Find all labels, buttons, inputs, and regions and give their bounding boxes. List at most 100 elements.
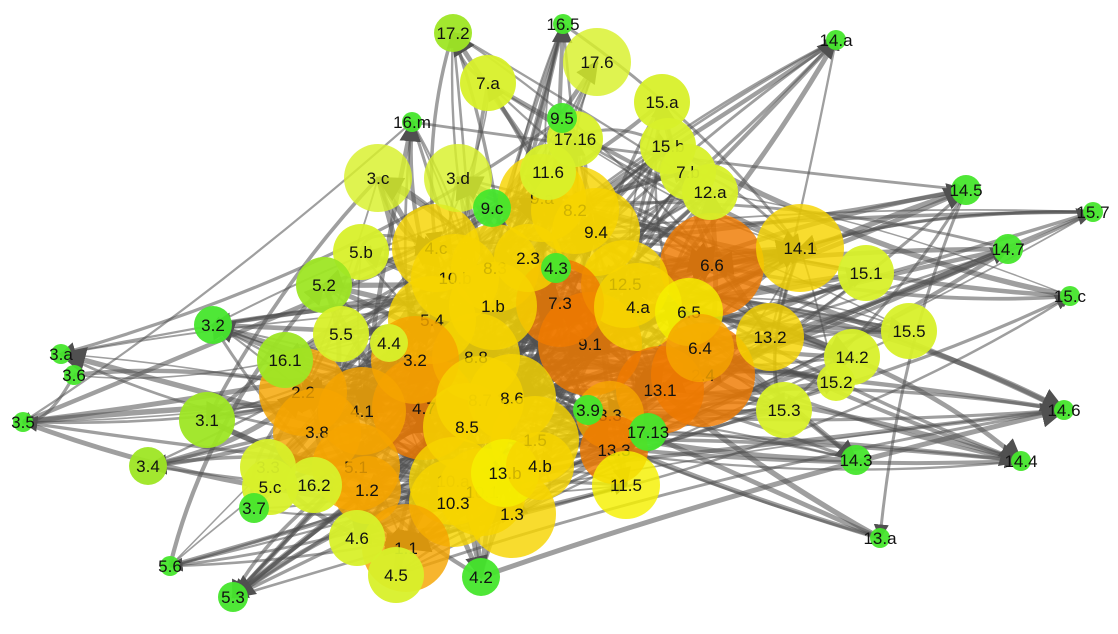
node-circle — [841, 445, 871, 475]
node-circle — [563, 28, 631, 96]
graph-node[interactable]: 14.3 — [839, 445, 873, 475]
graph-node[interactable]: 13.2 — [736, 303, 804, 371]
graph-node[interactable]: 17.13 — [627, 413, 670, 451]
graph-node[interactable]: 5.2 — [296, 257, 352, 313]
node-label: 14.4 — [1004, 452, 1037, 471]
node-circle — [296, 257, 352, 313]
graph-node[interactable]: 13.a — [863, 528, 897, 548]
graph-node[interactable]: 15.1 — [838, 245, 894, 301]
graph-node[interactable]: 9.c — [473, 189, 511, 227]
graph-node[interactable]: 5.b — [333, 224, 389, 280]
node-label: 3.c — [367, 169, 390, 188]
graph-node[interactable]: 1.2 — [333, 456, 401, 524]
node-circle — [756, 204, 844, 292]
graph-node[interactable]: 3.a — [49, 344, 73, 364]
node-circle — [506, 432, 574, 500]
node-circle — [1054, 400, 1074, 420]
graph-node[interactable]: 14.4 — [1004, 451, 1038, 471]
graph-edge — [480, 402, 1067, 580]
node-label: 4.a — [626, 298, 650, 317]
graph-node[interactable]: 3.c — [344, 144, 412, 212]
graph-node[interactable]: 14.5 — [949, 175, 983, 205]
graph-node[interactable]: 15.7 — [1076, 202, 1110, 222]
node-circle — [1060, 286, 1080, 306]
graph-node[interactable]: 15.a — [634, 74, 690, 130]
graph-node[interactable]: 15.5 — [881, 303, 937, 359]
node-label: 5.c — [259, 478, 282, 497]
graph-node[interactable]: 7.a — [460, 55, 516, 111]
graph-node[interactable]: 9.5 — [547, 103, 577, 133]
node-label: 17.13 — [627, 423, 670, 442]
node-circle — [129, 447, 167, 485]
graph-node[interactable]: 16.m — [393, 112, 431, 132]
graph-node[interactable]: 11.5 — [592, 451, 660, 519]
node-label: 13.1 — [643, 381, 676, 400]
graph-node[interactable]: 5.3 — [218, 582, 248, 612]
node-label: 9.4 — [584, 223, 608, 242]
graph-node[interactable]: 17.2 — [434, 14, 472, 52]
graph-node[interactable]: 16.5 — [546, 14, 580, 34]
graph-node[interactable]: 16.2 — [286, 457, 342, 513]
node-label: 14.5 — [949, 181, 982, 200]
graph-node[interactable]: 4.2 — [462, 558, 500, 596]
node-circle — [179, 392, 235, 448]
node-circle — [160, 556, 180, 576]
graph-node[interactable]: 4.5 — [368, 547, 424, 603]
graph-node[interactable]: 3.6 — [62, 365, 86, 385]
graph-node[interactable]: 17.6 — [563, 28, 631, 96]
node-label: 14.3 — [839, 451, 872, 470]
node-circle — [826, 30, 846, 50]
node-label: 16.1 — [268, 351, 301, 370]
node-label: 4.4 — [377, 334, 401, 353]
graph-node[interactable]: 3.4 — [129, 447, 167, 485]
node-label: 8.5 — [455, 418, 479, 437]
graph-node[interactable]: 4.6 — [329, 510, 385, 566]
node-label: 14.2 — [835, 348, 868, 367]
graph-node[interactable]: 14.7 — [991, 234, 1025, 264]
graph-node[interactable]: 14.6 — [1047, 400, 1081, 420]
node-circle — [838, 245, 894, 301]
node-circle — [370, 324, 408, 362]
graph-node[interactable]: 6.4 — [666, 314, 734, 382]
graph-node[interactable]: 15.3 — [756, 382, 812, 438]
graph-node[interactable]: 16.1 — [257, 332, 313, 388]
node-circle — [424, 144, 492, 212]
graph-node[interactable]: 4.4 — [370, 324, 408, 362]
node-label: 15.1 — [849, 264, 882, 283]
graph-node[interactable]: 11.6 — [520, 144, 576, 200]
graph-node[interactable]: 14.a — [819, 30, 853, 50]
node-circle — [329, 510, 385, 566]
node-circle — [553, 14, 573, 34]
graph-node[interactable]: 4.b — [506, 432, 574, 500]
node-circle — [573, 395, 603, 425]
node-circle — [257, 332, 313, 388]
graph-node[interactable]: 4.3 — [541, 253, 571, 283]
node-circle — [736, 303, 804, 371]
graph-node[interactable]: 12.a — [682, 164, 738, 220]
graph-node[interactable]: 15.c — [1054, 286, 1087, 306]
node-label: 14.a — [819, 31, 853, 50]
graph-node[interactable]: 15.2 — [817, 363, 855, 401]
node-circle — [1083, 202, 1103, 222]
graph-node[interactable]: 3.5 — [11, 412, 35, 432]
node-circle — [592, 451, 660, 519]
graph-edge — [709, 189, 1071, 297]
node-label: 13.a — [863, 529, 897, 548]
node-label: 14.7 — [991, 240, 1024, 259]
graph-node[interactable]: 5.5 — [313, 306, 369, 362]
graph-node[interactable]: 5.6 — [158, 556, 182, 576]
node-label: 7.a — [476, 74, 500, 93]
graph-node[interactable]: 3.7 — [239, 493, 269, 523]
node-circle — [817, 363, 855, 401]
graph-node[interactable]: 3.d — [424, 144, 492, 212]
node-label: 5.5 — [329, 325, 353, 344]
graph-node[interactable]: 3.2 — [194, 306, 232, 344]
graph-node[interactable]: 3.1 — [179, 392, 235, 448]
node-label: 4.5 — [384, 566, 408, 585]
node-label: 9.c — [481, 199, 504, 218]
graph-node[interactable]: 3.9 — [573, 395, 603, 425]
node-circle — [666, 314, 734, 382]
graph-node[interactable]: 14.1 — [756, 204, 844, 292]
